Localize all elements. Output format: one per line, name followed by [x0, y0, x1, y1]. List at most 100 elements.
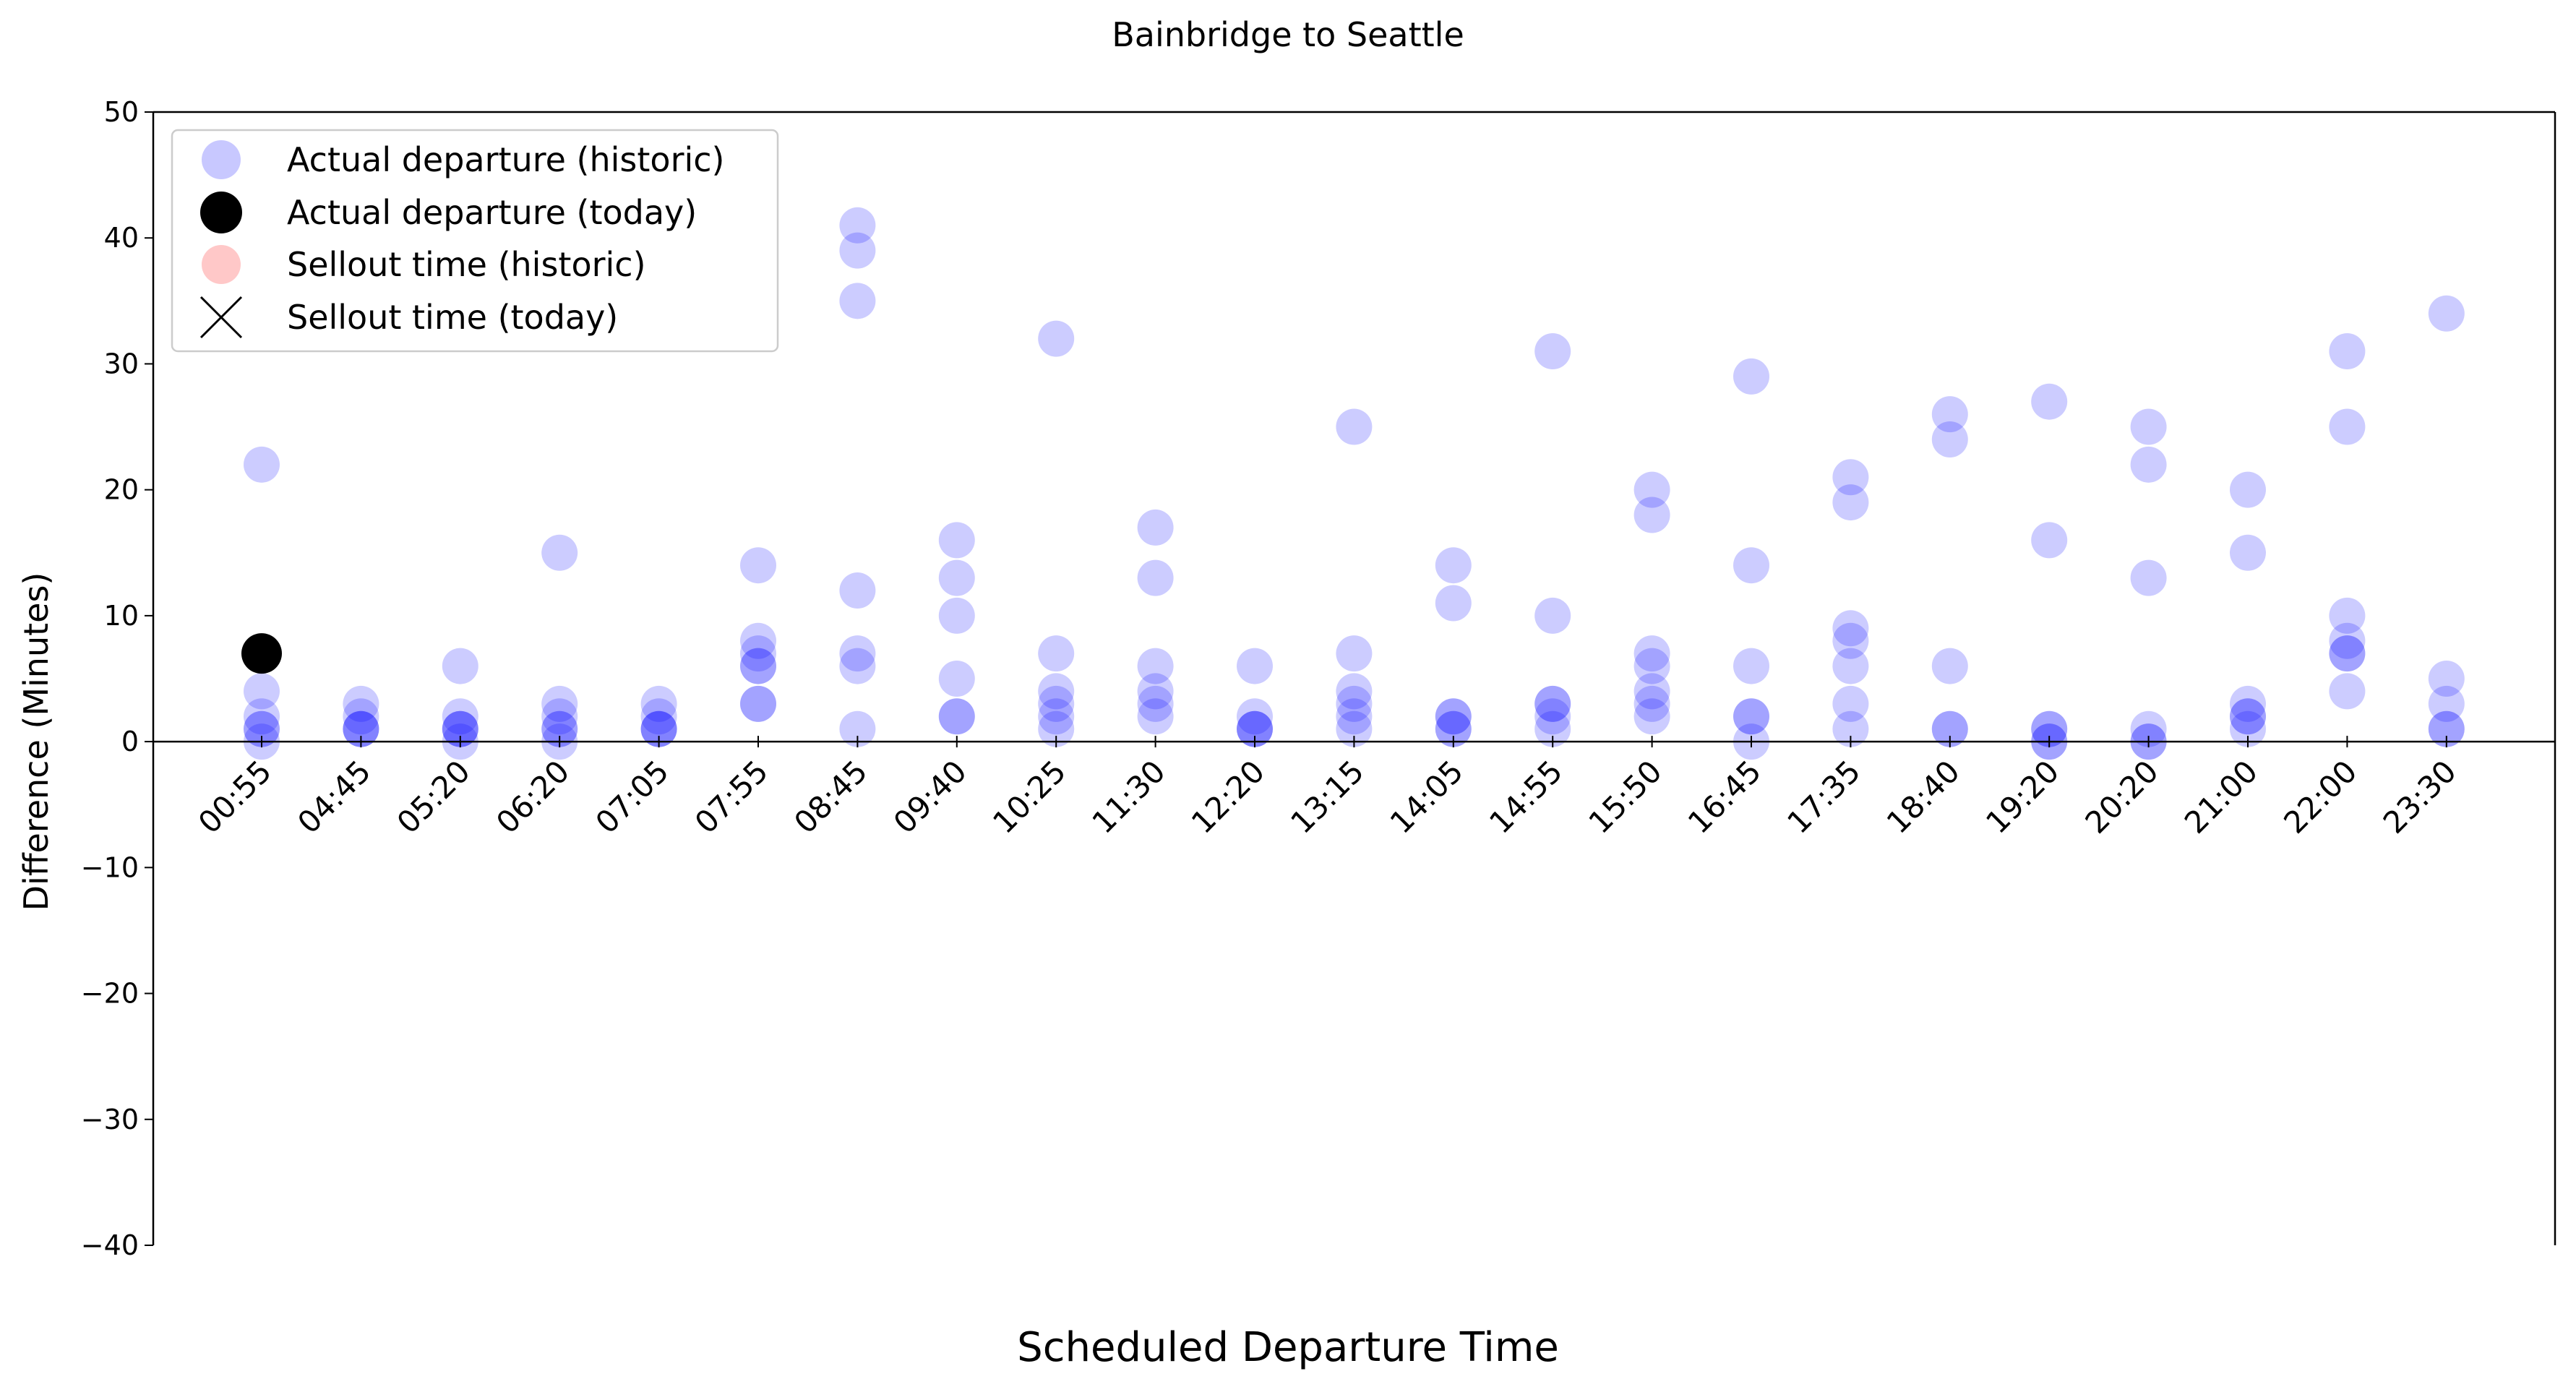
legend-box — [171, 129, 779, 353]
x-tick-label: 20:20 — [2078, 754, 2165, 841]
historic-departure-point — [442, 710, 478, 747]
historic-departure-point — [1633, 648, 1670, 684]
historic-departure-point — [2230, 698, 2266, 735]
x-tick-label: 21:00 — [2178, 754, 2264, 841]
historic-departure-point — [1832, 622, 1869, 659]
y-tick-label: 0 — [121, 726, 139, 757]
historic-departure-point — [244, 698, 280, 735]
historic-departure-point — [244, 673, 280, 710]
historic-departure-point — [1832, 484, 1869, 521]
historic-departure-point — [1237, 710, 1273, 747]
historic-departure-point — [343, 710, 379, 747]
historic-departure-point — [1633, 497, 1670, 533]
x-tick-label: 07:05 — [588, 754, 675, 841]
historic-departure-point — [2428, 661, 2465, 697]
x-tick-label: 16:45 — [1681, 754, 1768, 841]
historic-departure-point — [1733, 648, 1769, 684]
legend-label: Sellout time (historic) — [287, 245, 646, 284]
historic-departure-point — [1435, 710, 1472, 747]
historic-departure-point — [1832, 685, 1869, 722]
historic-departure-point — [1435, 547, 1472, 584]
historic-departure-point — [1038, 673, 1075, 710]
y-tick-label: 20 — [104, 474, 139, 506]
historic-departure-point — [2230, 534, 2266, 571]
historic-departure-point — [343, 685, 379, 722]
y-tick-label: 40 — [104, 222, 139, 254]
historic-departure-point — [1336, 408, 1373, 445]
legend-label: Actual departure (historic) — [287, 140, 725, 179]
y-axis-label: Difference (Minutes) — [17, 572, 56, 911]
historic-departure-point — [2230, 710, 2266, 747]
historic-departure-point — [541, 534, 578, 571]
x-tick-label: 08:45 — [787, 754, 874, 841]
x-tick-label: 18:40 — [1880, 754, 1967, 841]
historic-departure-point — [343, 710, 379, 747]
y-tick-label: −40 — [81, 1229, 139, 1261]
historic-departure-point — [1038, 635, 1075, 672]
historic-departure-point — [740, 648, 776, 684]
legend: Actual departure (historic) Actual depart… — [171, 129, 779, 353]
historic-departure-point — [1336, 685, 1373, 722]
historic-departure-point — [2329, 333, 2366, 370]
historic-departure-point — [1534, 698, 1571, 735]
historic-departure-point — [442, 710, 478, 747]
historic-departure-point — [1534, 710, 1571, 747]
historic-departure-point — [442, 710, 478, 747]
historic-departure-point — [1237, 648, 1273, 684]
historic-departure-point — [1633, 673, 1670, 710]
historic-departure-point — [244, 446, 280, 483]
historic-departure-point — [2130, 446, 2167, 483]
historic-departure-point — [1931, 648, 1968, 684]
historic-departure-point — [541, 710, 578, 747]
historic-departure-point — [1038, 685, 1075, 722]
x-tick-label: 06:20 — [489, 754, 576, 841]
historic-departure-point — [1733, 698, 1769, 735]
historic-departure-point — [839, 572, 876, 609]
x-tick-label: 00:55 — [192, 754, 278, 841]
x-tick-label: 17:35 — [1780, 754, 1867, 841]
historic-departure-point — [740, 648, 776, 684]
historic-departure-point — [2329, 597, 2366, 634]
historic-departure-point — [244, 710, 280, 747]
historic-departure-point — [2130, 710, 2167, 747]
historic-departure-point — [2329, 635, 2366, 672]
historic-departure-point — [1832, 459, 1869, 496]
historic-departure-point — [1336, 710, 1373, 747]
historic-departure-point — [1633, 635, 1670, 672]
historic-departure-point — [938, 559, 975, 596]
historic-departure-point — [839, 232, 876, 269]
historic-departure-point — [442, 698, 478, 735]
historic-departure-point — [2329, 673, 2366, 710]
historic-departure-point — [938, 698, 975, 735]
historic-departure-point — [1137, 698, 1174, 735]
y-tick-label: −30 — [81, 1104, 139, 1135]
historic-departure-point — [343, 710, 379, 747]
historic-departure-point — [839, 710, 876, 747]
historic-departure-point — [1038, 320, 1075, 357]
historic-departure-point — [1931, 396, 1968, 433]
historic-departure-point — [2428, 710, 2465, 747]
historic-departure-point — [640, 710, 677, 747]
historic-departure-point — [1931, 710, 1968, 747]
y-axis-ticks: −40 −30 −20 −10 0 10 20 30 40 50 — [81, 96, 153, 1261]
x-tick-label: 13:15 — [1284, 754, 1370, 841]
y-tick-label: 30 — [104, 348, 139, 379]
historic-departure-point — [1633, 698, 1670, 735]
historic-departure-point — [1435, 585, 1472, 622]
historic-departure-point — [1336, 635, 1373, 672]
historic-departure-point — [2031, 522, 2068, 559]
y-tick-label: −10 — [81, 851, 139, 883]
historic-departure-point — [1137, 673, 1174, 710]
historic-departure-point — [740, 622, 776, 659]
historic-departure-point — [1237, 698, 1273, 735]
historic-departure-point — [1237, 710, 1273, 747]
historic-departure-point — [1832, 610, 1869, 647]
historic-departure-point — [1137, 509, 1174, 546]
x-tick-label: 04:45 — [291, 754, 377, 841]
historic-departure-point — [1633, 471, 1670, 508]
historic-departure-point — [740, 685, 776, 722]
historic-departure-point — [1336, 673, 1373, 710]
historic-departure-point — [541, 685, 578, 722]
historic-departure-point — [740, 635, 776, 672]
